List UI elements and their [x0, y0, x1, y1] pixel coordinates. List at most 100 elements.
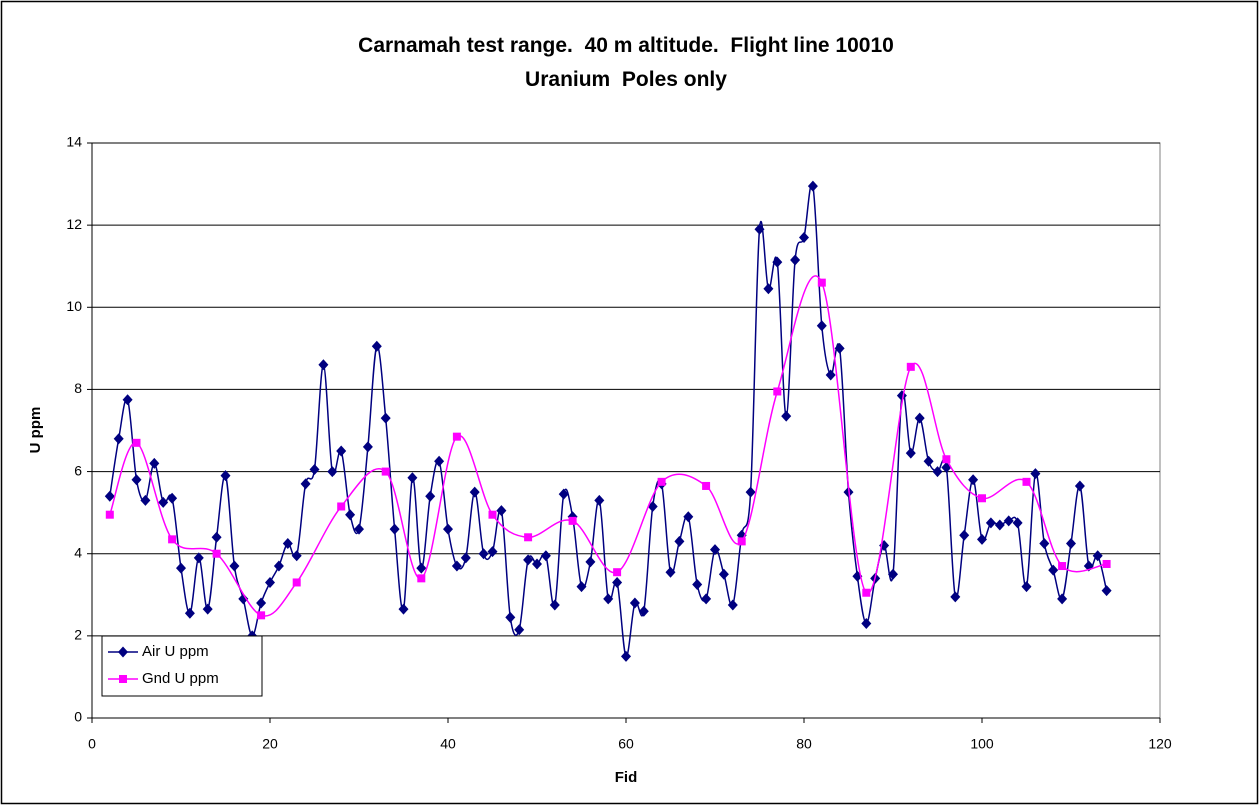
marker — [532, 558, 542, 570]
marker — [959, 529, 970, 541]
marker — [950, 591, 961, 603]
marker — [834, 342, 845, 354]
marker — [994, 519, 1005, 531]
marker — [417, 574, 426, 583]
marker — [398, 603, 409, 615]
marker — [238, 593, 249, 605]
marker — [265, 576, 275, 588]
y-tick-label: 4 — [74, 544, 82, 560]
marker — [523, 554, 534, 566]
x-tick-label: 80 — [796, 736, 812, 752]
x-axis-title: Fid — [615, 769, 638, 786]
marker — [327, 466, 338, 478]
marker — [1092, 550, 1103, 562]
x-tick-label: 120 — [1148, 736, 1172, 752]
marker — [211, 531, 222, 543]
marker — [977, 533, 987, 545]
marker — [1039, 537, 1050, 549]
marker — [613, 568, 622, 577]
marker — [647, 500, 658, 512]
marker — [942, 455, 951, 464]
marker — [1012, 517, 1023, 529]
legend-marker — [118, 646, 128, 658]
marker — [683, 511, 694, 523]
y-tick-label: 2 — [74, 627, 82, 643]
marker — [452, 432, 461, 441]
x-tick-label: 100 — [970, 736, 994, 752]
marker — [318, 359, 329, 371]
x-tick-label: 20 — [262, 736, 278, 752]
marker — [754, 223, 765, 235]
marker — [772, 256, 783, 268]
marker — [282, 537, 293, 549]
y-tick-label: 0 — [74, 709, 82, 725]
marker — [914, 412, 925, 424]
marker — [1101, 585, 1112, 597]
marker — [657, 477, 666, 486]
marker — [212, 549, 221, 558]
marker — [337, 502, 346, 511]
marker — [336, 445, 347, 457]
marker — [1048, 564, 1059, 576]
marker — [505, 611, 516, 623]
marker — [487, 546, 498, 558]
marker — [763, 283, 774, 295]
marker — [362, 441, 373, 453]
marker — [184, 607, 195, 619]
marker — [193, 552, 204, 564]
marker — [469, 486, 480, 498]
marker — [1030, 468, 1041, 480]
marker — [273, 560, 284, 572]
marker — [594, 494, 605, 506]
marker — [702, 481, 711, 490]
marker — [381, 467, 390, 476]
marker — [1074, 480, 1085, 492]
marker — [496, 505, 507, 517]
marker — [176, 562, 186, 574]
marker — [257, 611, 266, 620]
marker — [621, 650, 631, 662]
marker — [745, 486, 756, 498]
y-tick-label: 10 — [66, 298, 82, 314]
marker — [923, 455, 934, 467]
marker — [149, 457, 160, 469]
marker — [825, 369, 836, 381]
x-tick-label: 40 — [440, 736, 456, 752]
y-tick-label: 6 — [74, 462, 82, 478]
marker — [1021, 581, 1032, 593]
marker — [229, 560, 240, 572]
marker — [292, 578, 301, 587]
marker — [710, 544, 720, 556]
marker — [407, 472, 418, 484]
marker — [549, 599, 560, 611]
plot-area — [91, 142, 1161, 719]
marker — [488, 510, 497, 519]
marker — [674, 535, 685, 547]
marker — [105, 510, 114, 519]
marker — [781, 410, 792, 422]
marker — [1057, 593, 1068, 605]
marker — [985, 517, 996, 529]
marker — [888, 568, 898, 580]
marker — [540, 550, 551, 562]
marker — [816, 320, 827, 332]
marker — [558, 488, 569, 500]
legend-box — [101, 635, 263, 697]
marker — [131, 474, 142, 486]
marker — [345, 509, 356, 521]
marker — [478, 548, 489, 560]
marker — [113, 433, 124, 445]
marker — [817, 278, 826, 287]
marker — [638, 605, 649, 617]
marker — [291, 550, 302, 562]
marker — [1003, 515, 1014, 527]
marker — [1066, 537, 1076, 549]
marker — [905, 447, 916, 459]
marker — [906, 362, 915, 371]
legend-label: Gnd U ppm — [142, 670, 219, 687]
marker — [1058, 562, 1067, 571]
marker — [256, 597, 267, 609]
chart-subtitle: Uranium Poles only — [525, 68, 727, 91]
y-tick-label: 12 — [66, 216, 82, 232]
